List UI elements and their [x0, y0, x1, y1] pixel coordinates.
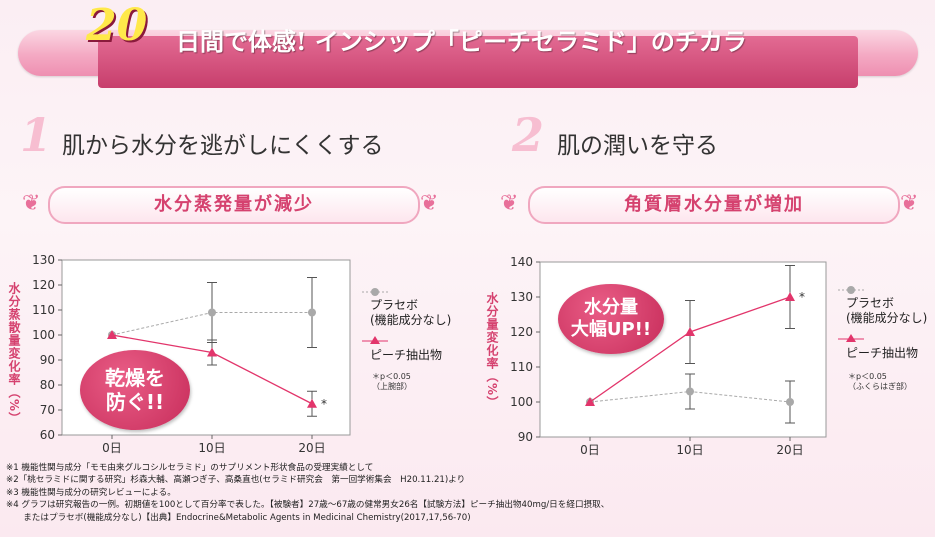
y-tick-label: 100: [32, 328, 55, 342]
y-tick-label: 100: [510, 395, 533, 409]
y-tick-label: 140: [510, 255, 533, 269]
chart-2: 90 100 110 120 130 140 0日 10日 20日 *: [510, 255, 827, 457]
header-number: 20: [86, 0, 148, 51]
data-point-placebo: [786, 398, 794, 406]
y-tick-label: 120: [510, 325, 533, 339]
chart-2-ylabel: 水分量変化率（%）: [485, 292, 499, 410]
legend-2-note-sig: ＊p＜0.05: [848, 372, 887, 381]
bubble-2-line1: 水分量: [584, 297, 638, 318]
data-point-peach: [685, 327, 695, 336]
legend-2-note: ＊p＜0.05 （ふくらはぎ部）: [848, 372, 912, 392]
x-tick-label: 10日: [676, 443, 703, 457]
footnote-2: ※2「桃セラミドに関する研究」杉森大輔、高瀬つぎ子、高桑直也(セラミド研究会 第…: [6, 475, 466, 486]
x-tick-label: 10日: [198, 441, 225, 455]
bubble-2-line2: 大幅UP!!: [570, 319, 652, 340]
data-point-placebo: [686, 387, 694, 396]
section-2-number: 2: [512, 108, 545, 162]
legend-1-note-sig: ＊p＜0.05: [372, 372, 411, 381]
footnote-4: ※4 グラフは研究報告の一例。初期値を100として百分率で表した。【被験者】27…: [6, 500, 610, 511]
footnote-5: またはプラセボ(機能成分なし)【出典】Endocrine&Metabolic A…: [6, 512, 471, 523]
chart-1-ylabel: 水分蒸散量変化率（%）: [7, 282, 21, 426]
x-tick-label: 20日: [298, 441, 325, 455]
section-2-title: 肌の潤いを守る: [557, 133, 718, 159]
header-title: 日間で体感! インシップ「ピーチセラミド」のチカラ: [176, 27, 747, 56]
data-point-placebo: [308, 308, 316, 317]
legend-1-placebo-marker-icon: [362, 288, 388, 296]
data-point-peach: [207, 347, 217, 357]
legend-1-peach-marker-icon: [362, 336, 388, 344]
legend-1-note: ＊p＜0.05 （上腕部）: [372, 372, 412, 392]
legend-2-note-site: （ふくらはぎ部）: [848, 382, 912, 391]
y-tick-label: 110: [510, 360, 533, 374]
x-tick-label: 0日: [102, 441, 122, 455]
legend-1-placebo-label: プラセボ (機能成分なし): [370, 298, 452, 327]
bubble-1-line1: 乾燥を: [105, 366, 165, 390]
data-point-peach: [307, 398, 317, 408]
legend-1-note-site: （上腕部）: [372, 382, 412, 391]
chart-1-callout-bubble: 乾燥を 防ぐ!!: [80, 350, 190, 430]
y-tick-label: 80: [40, 378, 55, 392]
y-tick-label: 130: [510, 290, 533, 304]
legend-2-placebo-marker-icon: [838, 286, 864, 294]
chart-2-callout-bubble: 水分量 大幅UP!!: [558, 284, 664, 354]
significance-mark: *: [799, 290, 805, 304]
legend-2-peach-marker-icon: [838, 334, 864, 342]
data-point-peach: [585, 397, 595, 406]
footnote-1: ※1 機能性関与成分「モモ由来グルコシルセラミド」のサプリメント形状食品の受理実…: [6, 463, 374, 473]
footnotes: ※1 機能性関与成分「モモ由来グルコシルセラミド」のサプリメント形状食品の受理実…: [6, 462, 926, 524]
legend-1-peach-label: ピーチ抽出物: [370, 348, 443, 362]
ribbon-2-right-flourish-icon: ❦: [900, 191, 919, 216]
data-point-peach: [107, 330, 117, 339]
significance-mark: *: [321, 397, 327, 411]
ribbon-1-right-flourish-icon: ❦: [420, 191, 439, 216]
data-point-peach: [785, 292, 795, 301]
y-tick-label: 70: [40, 403, 55, 417]
y-tick-label: 120: [32, 278, 55, 292]
data-point-placebo: [208, 308, 216, 317]
x-tick-label: 0日: [580, 443, 600, 457]
chart-1: 60 70 80 90 100 110 120 130 0日 10日 20日 *: [32, 253, 351, 455]
section-1-title: 肌から水分を逃がしにくくする: [62, 133, 384, 159]
legend-2-peach-label: ピーチ抽出物: [846, 346, 919, 360]
footnote-3: ※3 機能性関与成分の研究レビューによる。: [6, 487, 176, 498]
section-1-ribbon: 水分蒸発量が減少: [48, 186, 420, 224]
y-tick-label: 90: [40, 353, 55, 367]
legend-2-placebo-label: プラセボ (機能成分なし): [846, 296, 928, 325]
y-tick-label: 130: [32, 253, 55, 267]
section-1-number: 1: [20, 108, 53, 162]
y-tick-label: 90: [518, 430, 533, 444]
y-tick-label: 60: [40, 428, 55, 442]
header-banner-inner: [98, 36, 858, 88]
header-banner: [18, 30, 918, 88]
ribbon-2-left-flourish-icon: ❦: [500, 191, 519, 216]
x-tick-label: 20日: [776, 443, 803, 457]
y-tick-label: 110: [32, 303, 55, 317]
section-2-ribbon: 角質層水分量が増加: [528, 186, 900, 224]
bubble-1-line2: 防ぐ!!: [105, 390, 165, 414]
ribbon-1-left-flourish-icon: ❦: [22, 191, 41, 216]
